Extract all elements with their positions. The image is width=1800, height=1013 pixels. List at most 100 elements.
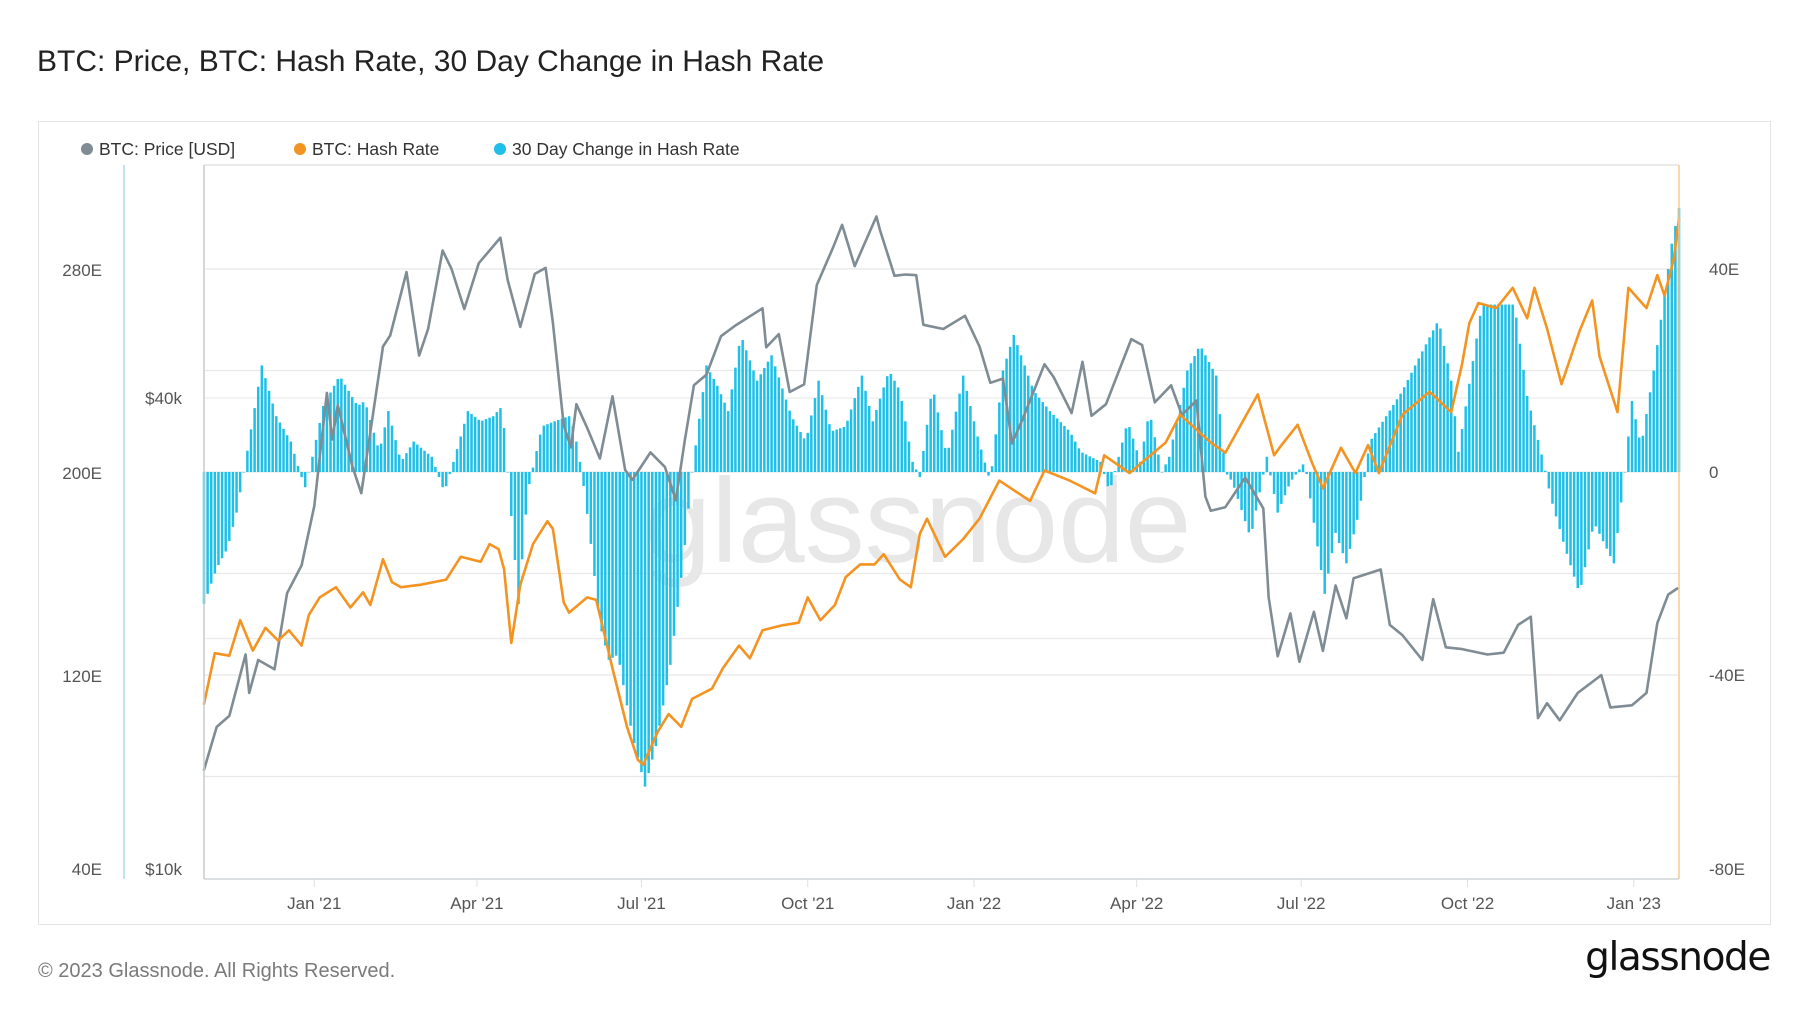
change-bar xyxy=(810,415,813,473)
change-bar xyxy=(900,400,903,473)
change-bar xyxy=(1482,304,1486,473)
change-bar xyxy=(347,390,350,473)
change-bar xyxy=(376,445,379,473)
change-bar xyxy=(455,449,459,473)
change-bar xyxy=(745,350,748,473)
change-bar xyxy=(781,388,784,473)
change-bar xyxy=(596,472,600,609)
change-bar xyxy=(1139,461,1142,473)
change-bar xyxy=(896,387,900,473)
change-bar xyxy=(853,398,856,473)
change-bar xyxy=(1030,385,1034,473)
legend-label: BTC: Hash Rate xyxy=(312,138,440,159)
change-bar xyxy=(231,472,235,527)
change-bar xyxy=(705,365,708,473)
change-bar xyxy=(611,472,614,658)
change-bar xyxy=(1533,425,1536,473)
change-bar xyxy=(980,449,983,473)
legend-item-hash-rate[interactable]: BTC: Hash Rate xyxy=(294,138,439,160)
change-bar xyxy=(618,472,621,665)
x-tick-label: Jan '23 xyxy=(1607,894,1661,913)
change-bar xyxy=(922,450,925,473)
change-bar xyxy=(1464,406,1467,473)
change-bar xyxy=(1128,427,1131,473)
change-bar xyxy=(535,451,538,473)
change-bar xyxy=(1601,472,1605,542)
change-bar xyxy=(882,387,885,473)
change-bar xyxy=(1330,472,1334,554)
change-bar xyxy=(976,436,979,473)
change-bar xyxy=(350,396,354,473)
change-bar xyxy=(958,393,961,473)
change-bar xyxy=(835,429,838,473)
change-bar xyxy=(1616,472,1619,533)
change-bar xyxy=(1536,439,1540,473)
change-bar xyxy=(777,377,781,473)
change-bar xyxy=(1449,380,1453,473)
change-bar xyxy=(788,410,791,473)
legend-item-30d-change[interactable]: 30 Day Change in Hash Rate xyxy=(494,138,740,160)
change-bar xyxy=(820,395,824,473)
change-bar xyxy=(1319,472,1323,571)
change-bar xyxy=(719,394,723,473)
change-bar xyxy=(1215,375,1218,473)
change-bar xyxy=(1218,414,1222,473)
change-bar xyxy=(972,421,976,473)
change-bar xyxy=(1280,472,1283,504)
change-bar xyxy=(1583,472,1587,568)
change-bar xyxy=(1240,472,1243,511)
change-bar xyxy=(1204,355,1207,473)
change-bar xyxy=(784,399,788,473)
change-bar xyxy=(1008,346,1012,473)
change-bar xyxy=(1446,363,1449,473)
change-bar xyxy=(1551,472,1554,504)
change-bar xyxy=(1178,405,1182,473)
change-bar xyxy=(665,472,668,686)
change-bar xyxy=(1005,358,1008,473)
change-bar xyxy=(773,366,777,473)
change-bar xyxy=(864,390,867,473)
change-bar xyxy=(397,454,401,473)
change-bar xyxy=(1478,315,1482,473)
change-bar xyxy=(1233,472,1236,488)
change-bar xyxy=(643,472,647,787)
change-bar xyxy=(1283,472,1287,496)
change-bar xyxy=(1641,435,1645,473)
change-bar xyxy=(708,372,712,473)
change-bar xyxy=(737,345,741,473)
change-bar xyxy=(249,429,253,473)
glassnode-logo[interactable]: glassnode xyxy=(1585,935,1771,980)
change-bar xyxy=(1424,344,1428,473)
change-bar xyxy=(383,427,387,473)
change-bar xyxy=(766,361,770,473)
change-bar xyxy=(1377,427,1381,473)
change-bar xyxy=(723,402,726,473)
x-tick-label: Jan '22 xyxy=(947,894,1001,913)
change-bar xyxy=(459,436,462,473)
legend-item-price[interactable]: BTC: Price [USD] xyxy=(81,138,235,160)
change-bar xyxy=(1648,392,1652,473)
change-bar xyxy=(1113,471,1117,473)
change-bar xyxy=(1406,379,1410,473)
change-bar xyxy=(1486,304,1489,473)
change-bar xyxy=(220,472,224,559)
change-bar xyxy=(513,472,517,560)
x-tick-label: Jan '21 xyxy=(287,894,341,913)
change-bar xyxy=(491,416,495,473)
change-bar xyxy=(528,472,531,485)
change-bar xyxy=(1388,410,1392,473)
change-bar xyxy=(893,380,896,473)
change-bar xyxy=(1590,472,1594,532)
change-bar xyxy=(484,419,488,473)
change-bar xyxy=(669,472,672,665)
change-bar xyxy=(1019,355,1023,473)
change-bar xyxy=(506,472,509,473)
change-bar xyxy=(1594,472,1598,527)
change-bar xyxy=(1168,456,1171,473)
change-bar xyxy=(961,375,965,473)
change-bar xyxy=(1236,472,1240,499)
price-tick-label: $40k xyxy=(145,389,182,408)
change-bar xyxy=(311,456,314,473)
change-bar xyxy=(448,472,452,475)
